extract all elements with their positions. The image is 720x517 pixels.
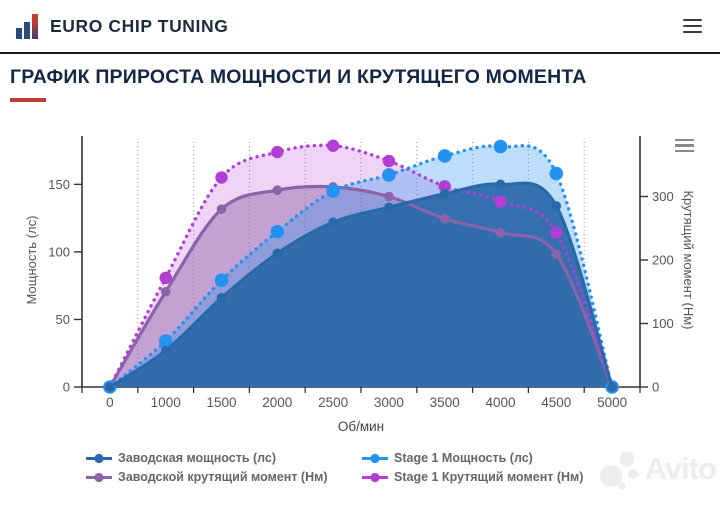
series-point-stock-power[interactable] xyxy=(607,382,617,392)
series-point-stock-power[interactable] xyxy=(384,202,394,213)
series-point-stock-torque[interactable] xyxy=(160,286,171,297)
legend-label: Stage 1 Мощность (лс) xyxy=(394,451,533,465)
series-point-stock-power[interactable] xyxy=(216,293,227,303)
x-tick-label: 0 xyxy=(106,395,114,410)
series-point-stage1-power[interactable] xyxy=(214,273,229,288)
series-point-stock-power[interactable] xyxy=(105,382,115,392)
series-area-stock-power xyxy=(109,183,613,387)
series-point-stage1-power[interactable] xyxy=(270,224,285,239)
title-underline xyxy=(10,98,46,102)
y-axis-title-left: Мощность (лс) xyxy=(24,216,39,305)
y-tick-label-right: 200 xyxy=(652,253,674,268)
legend-marker-icon xyxy=(362,472,388,482)
y-tick-label-left: 100 xyxy=(48,244,70,259)
y-tick-label-left: 50 xyxy=(56,312,70,327)
series-point-stage1-torque[interactable] xyxy=(438,180,451,193)
chart: 0 50 100 150 0 100 200 300 0 1000 1500 2000 2500 3000… xyxy=(0,106,720,490)
avito-watermark-text: Avito xyxy=(644,451,717,486)
series-point-stock-torque[interactable] xyxy=(439,213,450,224)
chart-context-menu-icon[interactable] xyxy=(673,134,696,157)
x-axis-title: Об/мин xyxy=(338,419,384,434)
page-title: ГРАФИК ПРИРОСТА МОЩНОСТИ И КРУТЯЩЕГО МОМ… xyxy=(10,66,587,88)
legend-label: Заводской крутящий момент (Нм) xyxy=(118,470,328,484)
y-tick-label-left: 150 xyxy=(48,177,70,192)
series-point-stage1-torque[interactable] xyxy=(159,271,172,284)
series-point-stage1-power[interactable] xyxy=(549,166,564,181)
x-tick-label: 2000 xyxy=(262,395,292,410)
y-tick-label-left: 0 xyxy=(63,380,70,395)
series-point-stage1-torque[interactable] xyxy=(215,171,228,184)
x-tick-label: 3000 xyxy=(374,395,404,410)
series-point-stage1-power[interactable] xyxy=(437,149,452,163)
x-tick-label: 1000 xyxy=(151,395,181,410)
x-tick-label: 4500 xyxy=(541,395,571,410)
brand[interactable]: EURO CHIP TUNING xyxy=(16,13,229,39)
series-point-stage1-torque[interactable] xyxy=(550,226,563,239)
series-point-stock-power[interactable] xyxy=(272,248,283,259)
avito-logo-icon xyxy=(599,451,638,490)
y-tick-label-right: 100 xyxy=(652,316,674,331)
header: EURO CHIP TUNING xyxy=(0,0,720,54)
chart-legend: Заводская мощность (лс) Stage 1 Мощность… xyxy=(86,451,720,484)
bar-chart-logo-icon xyxy=(16,13,40,39)
legend-label: Заводская мощность (лс) xyxy=(118,451,277,465)
series-point-stock-power[interactable] xyxy=(439,188,450,199)
legend-marker-icon xyxy=(86,453,112,463)
x-tick-label: 5000 xyxy=(597,395,627,410)
series-point-stock-torque[interactable] xyxy=(272,185,283,195)
series-point-stock-power[interactable] xyxy=(160,345,171,356)
series-line-stock-torque xyxy=(108,184,614,388)
x-tick-label: 2500 xyxy=(318,395,348,410)
series-point-stage1-power[interactable] xyxy=(493,139,508,154)
brand-name: EURO CHIP TUNING xyxy=(50,15,229,36)
series-point-stage1-torque[interactable] xyxy=(382,154,396,168)
series-point-stock-torque[interactable] xyxy=(495,227,506,238)
series-point-stage1-power[interactable] xyxy=(158,334,173,348)
legend-item-stock-power[interactable]: Заводская мощность (лс) xyxy=(86,451,362,465)
series-point-stage1-torque[interactable] xyxy=(326,139,340,152)
series-point-stock-power[interactable] xyxy=(495,179,506,190)
series-point-stage1-torque[interactable] xyxy=(494,195,507,208)
x-tick-label: 1500 xyxy=(206,395,236,410)
series-point-stage1-torque[interactable] xyxy=(271,145,284,159)
legend-marker-icon xyxy=(86,472,112,482)
y-tick-label-right: 0 xyxy=(652,380,659,395)
hamburger-menu-icon[interactable] xyxy=(681,11,704,40)
legend-label: Stage 1 Крутящий момент (Нм) xyxy=(394,470,584,484)
series-point-stock-power[interactable] xyxy=(551,201,562,211)
y-axis-title-right: Крутящий момент (Нм) xyxy=(681,190,696,329)
series-point-stock-power[interactable] xyxy=(328,217,338,227)
x-tick-label: 4000 xyxy=(485,395,515,410)
series-point-stage1-power[interactable] xyxy=(382,168,396,182)
legend-item-stage1-power[interactable]: Stage 1 Мощность (лс) xyxy=(362,451,720,465)
series-point-stock-torque[interactable] xyxy=(551,249,562,260)
series-point-stock-torque[interactable] xyxy=(216,204,227,214)
avito-watermark: Avito xyxy=(597,446,717,492)
legend-item-stage1-torque[interactable]: Stage 1 Крутящий момент (Нм) xyxy=(362,470,720,484)
legend-marker-icon xyxy=(362,453,388,463)
series-point-stock-torque[interactable] xyxy=(384,191,394,202)
y-tick-label-right: 300 xyxy=(652,189,674,204)
series-line-stage1-torque xyxy=(108,143,614,389)
legend-item-stock-torque[interactable]: Заводской крутящий момент (Нм) xyxy=(86,470,362,484)
series-point-stage1-power[interactable] xyxy=(326,184,340,198)
title-section: ГРАФИК ПРИРОСТА МОЩНОСТИ И КРУТЯЩЕГО МОМ… xyxy=(0,54,720,102)
x-tick-label: 3500 xyxy=(430,395,460,410)
